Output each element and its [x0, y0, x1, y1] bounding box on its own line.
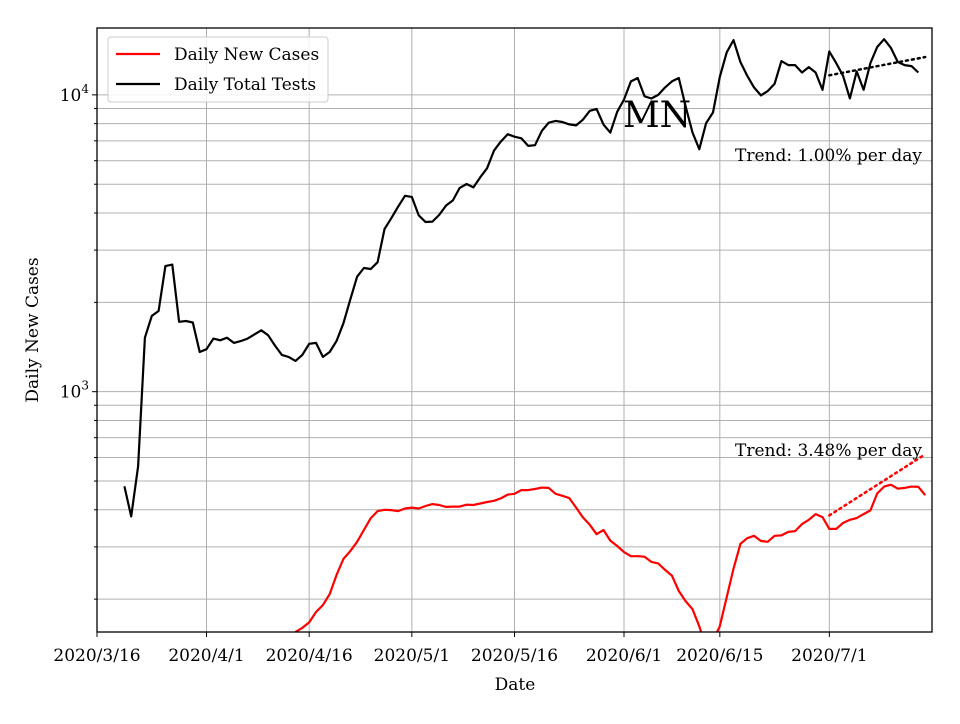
legend-label-cases: Daily New Cases: [174, 45, 319, 65]
x-tick-label: 2020/4/1: [168, 646, 244, 666]
y-tick-label-exp: 4: [81, 82, 89, 96]
series-line-tests: [123, 38, 920, 518]
state-annotation: MN: [623, 95, 691, 136]
x-tick-label: 2020/7/1: [791, 646, 867, 666]
y-axis-label: Daily New Cases: [23, 257, 43, 402]
y-tick-label-exp: 3: [81, 379, 89, 393]
axis-ticks: 2020/3/16 2020/4/1 2020/4/16 2020/5/1 2020/5…: [53, 82, 867, 666]
y-tick-label-base: 10: [60, 86, 82, 106]
x-tick-label: 2020/6/15: [676, 646, 763, 666]
series-line-cases: [294, 483, 927, 632]
grid: [96, 28, 932, 632]
x-tick-label: 2020/4/16: [266, 646, 353, 666]
x-tick-label: 2020/5/16: [471, 646, 558, 666]
legend-label-tests: Daily Total Tests: [174, 75, 316, 95]
series-layer: [123, 38, 927, 632]
x-tick-label: 2020/5/1: [374, 646, 450, 666]
y-tick-label: 103: [60, 379, 89, 403]
trend-line-tests: [828, 55, 927, 77]
y-tick-label: 104: [60, 82, 90, 106]
x-tick-label: 2020/3/16: [53, 646, 140, 666]
trend-line-cases: [828, 453, 927, 517]
trend-label-cases: Trend: 3.48% per day: [735, 441, 922, 461]
trend-label-tests: Trend: 1.00% per day: [735, 146, 922, 166]
legend-box: [107, 36, 329, 103]
legend: Daily New Cases Daily Total Tests: [107, 36, 329, 103]
y-tick-label-base: 10: [60, 383, 82, 403]
x-tick-label: 2020/6/1: [586, 646, 662, 666]
x-axis-label: Date: [495, 675, 536, 695]
